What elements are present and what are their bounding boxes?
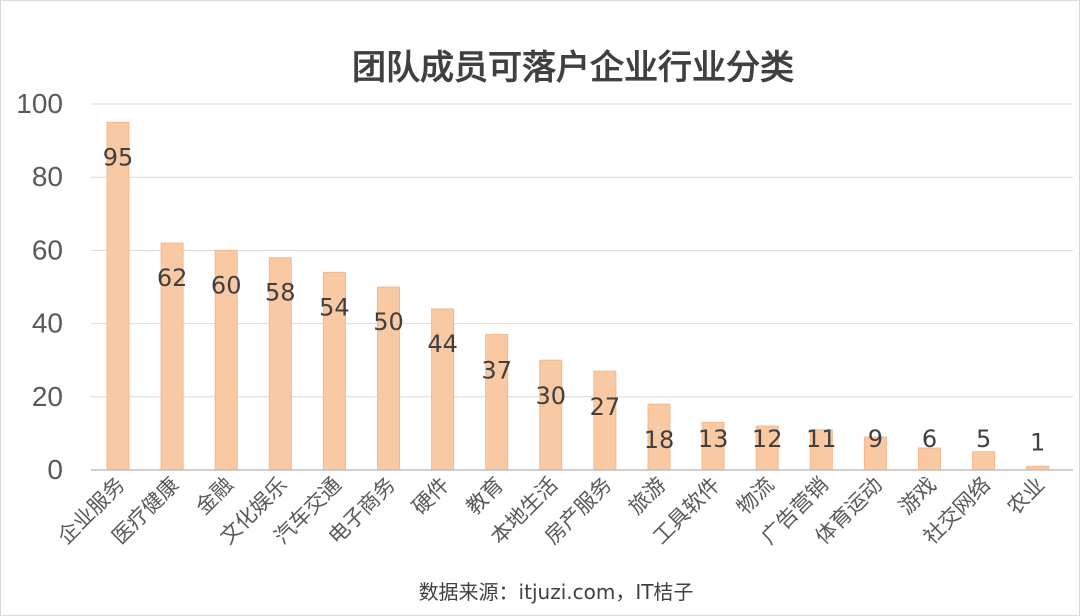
data-label: 50 [373, 308, 404, 336]
data-label: 37 [481, 357, 512, 385]
y-tick-label: 80 [32, 161, 63, 192]
y-tick-label: 40 [32, 308, 63, 339]
bars [106, 121, 1050, 471]
y-axis-ticks: 0 20 40 60 80 100 [16, 88, 63, 485]
data-label: 44 [427, 330, 458, 358]
category-label: 硬件 [407, 473, 454, 520]
y-tick-label: 20 [32, 381, 63, 412]
data-label: 11 [806, 425, 837, 453]
source-note: 数据来源：itjuzi.com，IT桔子 [419, 580, 694, 604]
data-labels: 95 62 60 58 54 50 44 37 30 27 18 13 12 11 9 6 5 1 [103, 143, 1046, 456]
data-label: 1 [1030, 428, 1045, 456]
category-label: 游戏 [894, 473, 941, 520]
y-tick-label: 60 [32, 234, 63, 265]
category-label: 物流 [732, 473, 779, 520]
chart-title: 团队成员可落户企业行业分类 [352, 48, 794, 88]
data-label: 18 [644, 426, 675, 454]
data-label: 58 [265, 279, 296, 307]
data-label: 9 [868, 425, 883, 453]
data-label: 5 [976, 425, 991, 453]
data-label: 60 [211, 271, 242, 299]
data-label: 62 [157, 264, 188, 292]
category-label: 金融 [191, 473, 238, 520]
data-label: 95 [103, 143, 134, 171]
data-label: 12 [752, 425, 783, 453]
data-label: 6 [922, 425, 937, 453]
data-label: 13 [698, 425, 729, 453]
category-label: 农业 [1003, 473, 1050, 520]
category-label: 教育 [462, 473, 509, 520]
y-tick-label: 0 [47, 454, 63, 485]
y-tick-label: 100 [16, 88, 63, 119]
data-label: 54 [319, 293, 350, 321]
data-label: 27 [590, 393, 621, 421]
gridlines [91, 103, 1073, 398]
bar [485, 334, 509, 471]
category-label: 旅游 [624, 473, 671, 520]
bar [539, 359, 563, 471]
data-label: 30 [536, 382, 567, 410]
bar [972, 451, 996, 471]
bar [106, 121, 130, 471]
